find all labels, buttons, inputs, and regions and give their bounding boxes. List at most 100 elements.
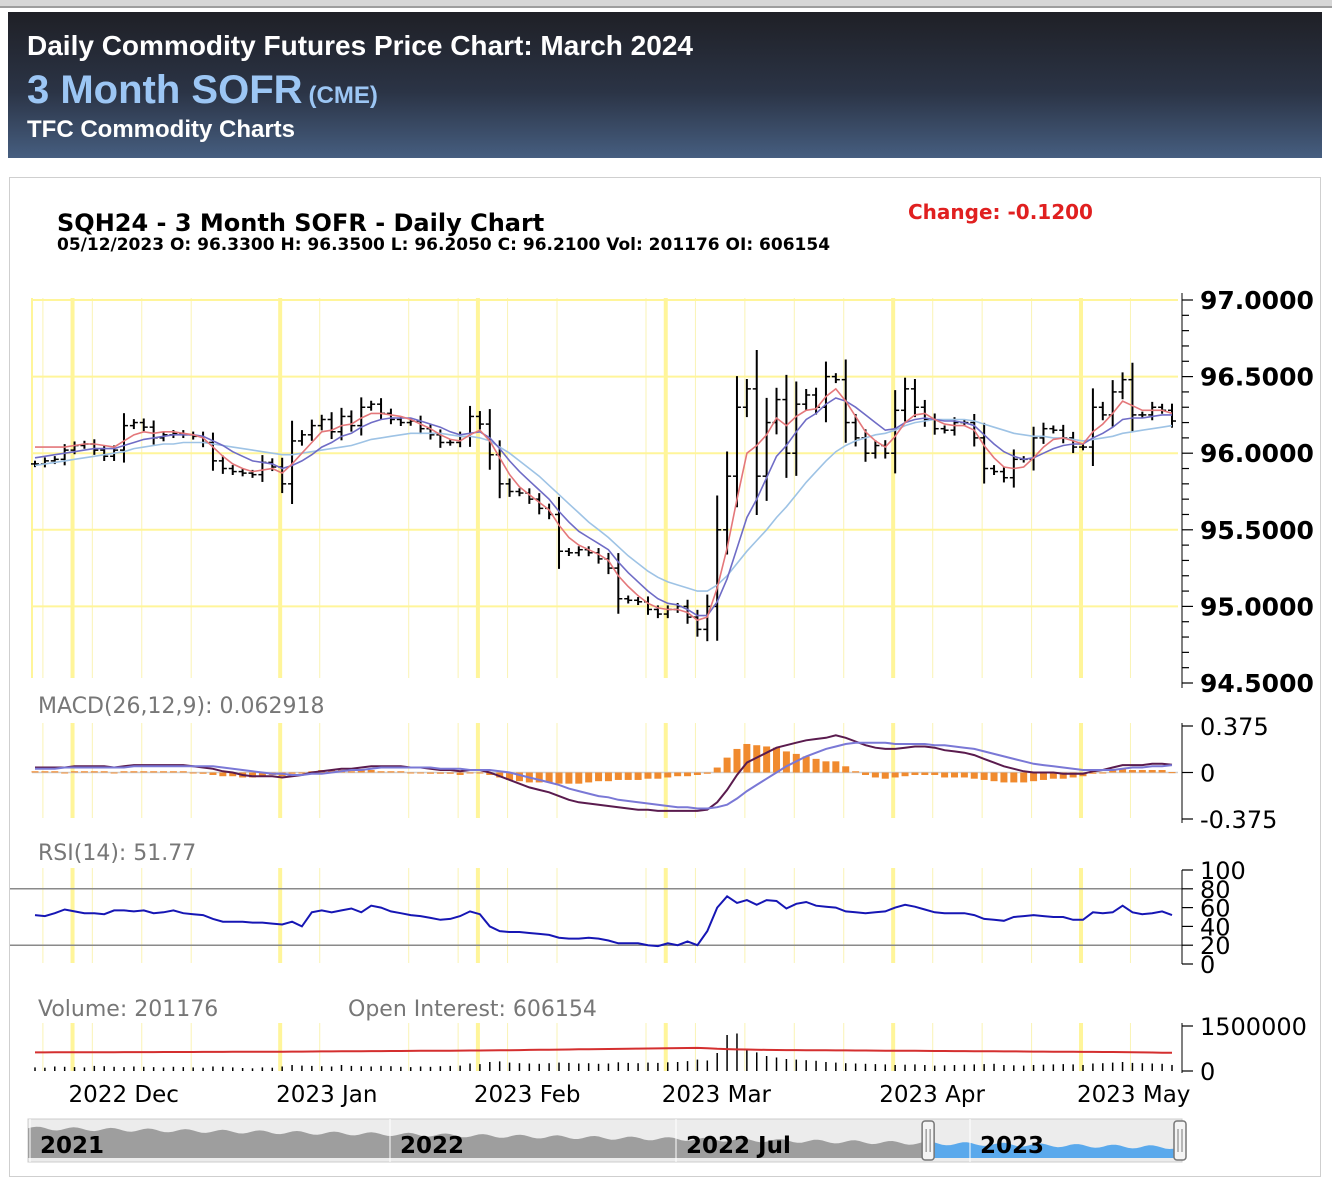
macd-histogram-bar xyxy=(515,772,523,782)
macd-histogram-bar xyxy=(120,771,128,773)
macd-histogram-bar xyxy=(1148,770,1156,773)
macd-histogram-bar xyxy=(1030,772,1038,782)
rsi-tick-label: 20 xyxy=(1200,932,1231,960)
macd-histogram-bar xyxy=(229,772,237,777)
macd-histogram-bar xyxy=(219,772,227,777)
macd-histogram-bar xyxy=(288,772,296,774)
macd-histogram-bar xyxy=(763,746,771,773)
macd-histogram-bar xyxy=(832,761,840,773)
macd-histogram-bar xyxy=(80,771,88,773)
macd-histogram-bar xyxy=(1010,772,1018,783)
macd-histogram-bar xyxy=(634,772,642,780)
macd-histogram-bar xyxy=(179,771,187,773)
navigator-label: 2022 xyxy=(400,1133,464,1159)
macd-histogram-bar xyxy=(1059,772,1067,779)
macd-histogram-bar xyxy=(871,772,879,778)
price-tick-label: 94.5000 xyxy=(1200,669,1314,698)
macd-histogram-bar xyxy=(644,772,652,779)
macd-histogram-bar xyxy=(150,771,158,773)
macd-histogram-bar xyxy=(575,772,583,784)
macd-histogram-bar xyxy=(990,772,998,782)
macd-histogram-bar xyxy=(397,771,405,773)
macd-histogram-bar xyxy=(1049,772,1057,779)
macd-histogram-bar xyxy=(812,758,820,773)
macd-histogram-bar xyxy=(51,771,59,773)
macd-histogram-bar xyxy=(852,771,860,773)
navigator-label: 2023 xyxy=(980,1133,1044,1159)
macd-histogram-bar xyxy=(199,772,207,774)
macd-tick-label: 0.375 xyxy=(1200,713,1269,741)
macd-histogram-bar xyxy=(328,770,336,773)
macd-signal-line xyxy=(35,741,1173,810)
price-chart: 97.0000 96.5000 96.0000 95.5000 95.0000 94.50… xyxy=(10,200,1314,1163)
macd-histogram-bar xyxy=(298,772,306,774)
macd-histogram-bar xyxy=(624,772,632,780)
macd-histogram-bar xyxy=(1119,768,1127,773)
macd-histogram-bar xyxy=(71,771,79,773)
macd-histogram-bar xyxy=(41,771,49,773)
macd-tick-label: -0.375 xyxy=(1200,806,1277,834)
macd-line xyxy=(35,734,1173,812)
macd-histogram-bar xyxy=(733,748,741,773)
navigator-history-area xyxy=(28,1126,929,1158)
macd-histogram-bar xyxy=(535,772,543,783)
macd-histogram-bar xyxy=(555,772,563,784)
volume-label: Volume: 201176 xyxy=(38,997,218,1022)
macd-histogram-bar xyxy=(258,772,266,777)
macd-histogram-bar xyxy=(604,772,612,782)
macd-histogram-bar xyxy=(446,772,454,774)
macd-histogram-bar xyxy=(347,771,355,773)
rsi-tick-label: 100 xyxy=(1200,857,1246,885)
macd-histogram-bar xyxy=(417,772,425,774)
macd-histogram-bar xyxy=(476,772,484,774)
macd-histogram-bar xyxy=(901,772,909,777)
macd-histogram-bar xyxy=(862,772,870,775)
macd-histogram-bar xyxy=(466,772,474,774)
macd-histogram-bar xyxy=(506,772,514,780)
macd-histogram-bar xyxy=(140,771,148,773)
macd-histogram-bar xyxy=(822,761,830,773)
macd-histogram-bar xyxy=(486,772,494,775)
macd-histogram-bar xyxy=(61,772,69,774)
macd-histogram-bar xyxy=(387,771,395,773)
macd-histogram-bar xyxy=(90,771,98,773)
macd-histogram-bar xyxy=(100,771,108,773)
macd-histogram-bar xyxy=(565,772,573,784)
navigator-handle[interactable] xyxy=(921,1120,935,1161)
ohlc-readout: 05/12/2023 O: 96.3300 H: 96.3500 L: 96.2… xyxy=(57,235,830,255)
macd-histogram-bar xyxy=(110,772,118,774)
macd-histogram-bar xyxy=(773,747,781,773)
macd-histogram-bar xyxy=(407,772,415,774)
macd-histogram-bar xyxy=(130,771,138,773)
macd-histogram-bar xyxy=(426,772,434,774)
volume-tick-label: 1500000 xyxy=(1200,1013,1307,1041)
chart-title: SQH24 - 3 Month SOFR - Daily Chart xyxy=(57,209,544,237)
macd-histogram-bar xyxy=(743,743,751,773)
macd-label: MACD(26,12,9): 0.062918 xyxy=(38,694,324,719)
macd-histogram-bar xyxy=(654,772,662,779)
macd-histogram-bar xyxy=(792,753,800,773)
x-axis-label: 2023 Mar xyxy=(662,1082,772,1108)
macd-histogram-bar xyxy=(802,756,810,773)
change-readout: Change: -0.1200 xyxy=(908,200,1093,224)
page-header: Daily Commodity Futures Price Chart: Mar… xyxy=(8,12,1322,158)
macd-histogram-bar xyxy=(377,771,385,773)
macd-histogram-bar xyxy=(931,772,939,775)
macd-histogram-bar xyxy=(169,771,177,773)
macd-histogram-bar xyxy=(1109,770,1117,773)
navigator-handle[interactable] xyxy=(1173,1120,1187,1161)
macd-histogram-bar xyxy=(713,767,721,773)
macd-histogram-bar xyxy=(881,772,889,779)
volume-tick-label: 0 xyxy=(1200,1058,1215,1086)
macd-histogram-bar xyxy=(249,772,257,778)
x-axis-label: 2023 Apr xyxy=(879,1082,985,1108)
macd-histogram-bar xyxy=(456,772,464,775)
rsi-tick-label: 40 xyxy=(1200,913,1231,941)
macd-histogram-bar xyxy=(585,772,593,783)
x-axis-label: 2022 Dec xyxy=(69,1082,179,1108)
x-axis-label: 2023 Jan xyxy=(276,1082,377,1108)
price-tick-label: 97.0000 xyxy=(1200,286,1314,315)
macd-histogram-bar xyxy=(1069,772,1077,778)
macd-histogram-bar xyxy=(753,745,761,773)
brand-name: TFC Commodity Charts xyxy=(27,116,296,143)
